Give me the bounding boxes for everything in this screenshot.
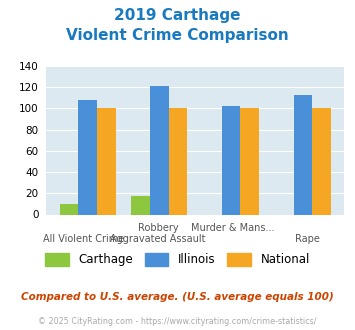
Bar: [240, 109, 259, 214]
Bar: [78, 100, 97, 214]
Bar: [150, 86, 169, 214]
Text: Aggravated Assault: Aggravated Assault: [110, 234, 206, 244]
Text: Murder & Mans...: Murder & Mans...: [191, 223, 274, 233]
Bar: [169, 109, 187, 214]
Bar: [60, 204, 78, 214]
Text: © 2025 CityRating.com - https://www.cityrating.com/crime-statistics/: © 2025 CityRating.com - https://www.city…: [38, 317, 317, 326]
Bar: [222, 106, 240, 214]
Bar: [312, 109, 331, 214]
Legend: Carthage, Illinois, National: Carthage, Illinois, National: [45, 253, 310, 266]
Bar: [294, 95, 312, 214]
Text: Compared to U.S. average. (U.S. average equals 100): Compared to U.S. average. (U.S. average …: [21, 292, 334, 302]
Text: Rape: Rape: [295, 234, 320, 244]
Bar: [97, 109, 116, 214]
Bar: [131, 196, 150, 214]
Text: Robbery: Robbery: [138, 223, 178, 233]
Text: Violent Crime Comparison: Violent Crime Comparison: [66, 28, 289, 43]
Text: All Violent Crime: All Violent Crime: [43, 234, 124, 244]
Text: 2019 Carthage: 2019 Carthage: [114, 8, 241, 23]
